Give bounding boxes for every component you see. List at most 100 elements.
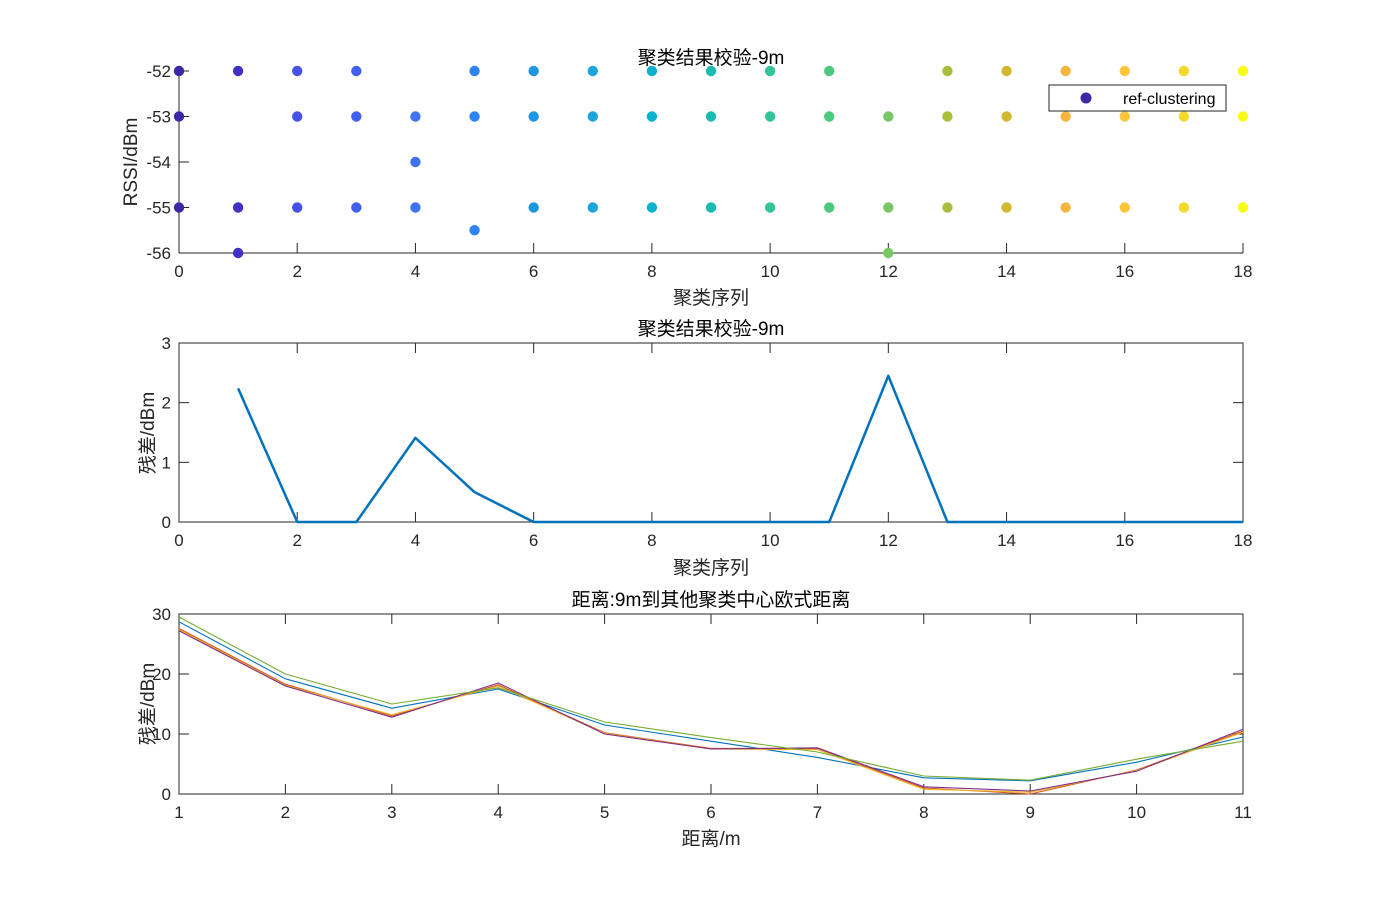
axis-frame: 1 2 3 4 5 6 7 8 9 10 11 0 10 20 30 [152, 605, 1252, 822]
scatter-point [1119, 202, 1130, 213]
scatter-point [410, 111, 421, 122]
y-tick-label: -55 [146, 199, 171, 218]
scatter-point [173, 111, 185, 122]
y-tick-label: 1 [162, 453, 171, 472]
series-line [178, 630, 1244, 792]
y-tick-label: -54 [146, 153, 171, 172]
plot-area [173, 65, 1249, 259]
legend-marker [1080, 92, 1092, 104]
axis-frame: 0 2 4 6 8 10 12 14 16 18 -56 -55 -54 -53 -52 [146, 62, 1252, 281]
subplot-3-xlabel: 距离/m [681, 828, 740, 850]
y-tick-label: 2 [162, 394, 171, 413]
scatter-point [942, 65, 953, 77]
x-tick-label: 10 [761, 531, 780, 550]
scatter-point [587, 111, 598, 122]
subplot-3-ylabel: 残差/dBm [137, 663, 159, 745]
x-tick-label: 14 [997, 531, 1016, 550]
scatter-point [824, 65, 835, 77]
scatter-point [1001, 65, 1012, 77]
plot-area [178, 616, 1244, 795]
scatter-point [232, 247, 244, 259]
subplot-1-title: 聚类结果校验-9m [638, 47, 785, 69]
scatter-point [410, 202, 421, 213]
scatter-point [351, 111, 362, 122]
scatter-point [883, 247, 894, 259]
scatter-point [528, 202, 539, 213]
plot-area [236, 374, 1243, 524]
x-tick-label: 9 [1025, 803, 1034, 822]
y-tick-label: 10 [152, 725, 171, 744]
scatter-point [292, 111, 303, 122]
legend-label: ref-clustering [1123, 91, 1215, 108]
x-tick-label: 0 [174, 531, 183, 550]
scatter-point [410, 156, 421, 168]
x-tick-label: 12 [879, 262, 898, 281]
scatter-point [351, 65, 362, 77]
scatter-point [232, 65, 244, 77]
y-tick-label: 0 [162, 785, 171, 804]
scatter-point [292, 202, 303, 213]
scatter-point [646, 111, 658, 122]
series-line [178, 621, 1244, 782]
series-line [236, 374, 1243, 524]
x-tick-label: 0 [174, 262, 183, 281]
x-tick-label: 3 [387, 803, 396, 822]
scatter-point [1001, 202, 1012, 213]
x-tick-label: 16 [1115, 531, 1134, 550]
scatter-point [469, 65, 480, 77]
scatter-point [764, 202, 776, 213]
scatter-point [705, 111, 717, 122]
x-tick-label: 8 [919, 803, 928, 822]
x-tick-label: 10 [761, 262, 780, 281]
scatter-point [705, 202, 717, 213]
subplot-2-ylabel: 残差/dBm [137, 392, 159, 474]
scatter-point [705, 65, 717, 77]
x-tick-label: 16 [1115, 262, 1134, 281]
x-tick-label: 4 [493, 803, 502, 822]
x-tick-label: 6 [529, 262, 538, 281]
x-tick-label: 10 [1127, 803, 1146, 822]
y-tick-label: -56 [146, 244, 171, 263]
subplot-1-xlabel: 聚类序列 [673, 287, 749, 309]
x-tick-label: 6 [706, 803, 715, 822]
y-tick-label: 0 [162, 513, 171, 532]
scatter-point [1237, 202, 1249, 213]
scatter-point [824, 202, 835, 213]
scatter-point [1060, 65, 1071, 77]
x-tick-label: 12 [879, 531, 898, 550]
scatter-point [173, 202, 185, 213]
subplot-1-axes: 0 2 4 6 8 10 12 14 16 18 -56 -55 -54 -53 -52 [146, 62, 1252, 281]
scatter-point [173, 65, 185, 77]
scatter-point [232, 202, 244, 213]
subplot-3-title: 距离:9m到其他聚类中心欧式距离 [572, 589, 851, 611]
scatter-point [942, 202, 953, 213]
scatter-point [1237, 111, 1249, 122]
subplot-1-ylabel: RSSI/dBm [121, 118, 142, 207]
x-tick-label: 14 [997, 262, 1016, 281]
x-tick-label: 8 [647, 262, 656, 281]
scatter-point [1001, 111, 1012, 122]
scatter-point [469, 111, 480, 122]
scatter-point [824, 111, 835, 122]
x-tick-label: 4 [411, 531, 420, 550]
scatter-point [1178, 202, 1190, 213]
scatter-point [646, 65, 658, 77]
y-tick-label: -53 [146, 108, 171, 127]
scatter-point [528, 65, 539, 77]
legend: ref-clustering [1048, 84, 1227, 112]
scatter-point [1237, 65, 1249, 77]
scatter-point [764, 111, 776, 122]
subplot-2-title: 聚类结果校验-9m [638, 318, 785, 340]
x-tick-label: 2 [292, 262, 301, 281]
x-tick-label: 5 [600, 803, 609, 822]
scatter-point [1060, 111, 1071, 122]
x-tick-label: 8 [647, 531, 656, 550]
x-tick-label: 7 [813, 803, 822, 822]
x-tick-label: 11 [1234, 803, 1252, 822]
scatter-point [883, 202, 894, 213]
